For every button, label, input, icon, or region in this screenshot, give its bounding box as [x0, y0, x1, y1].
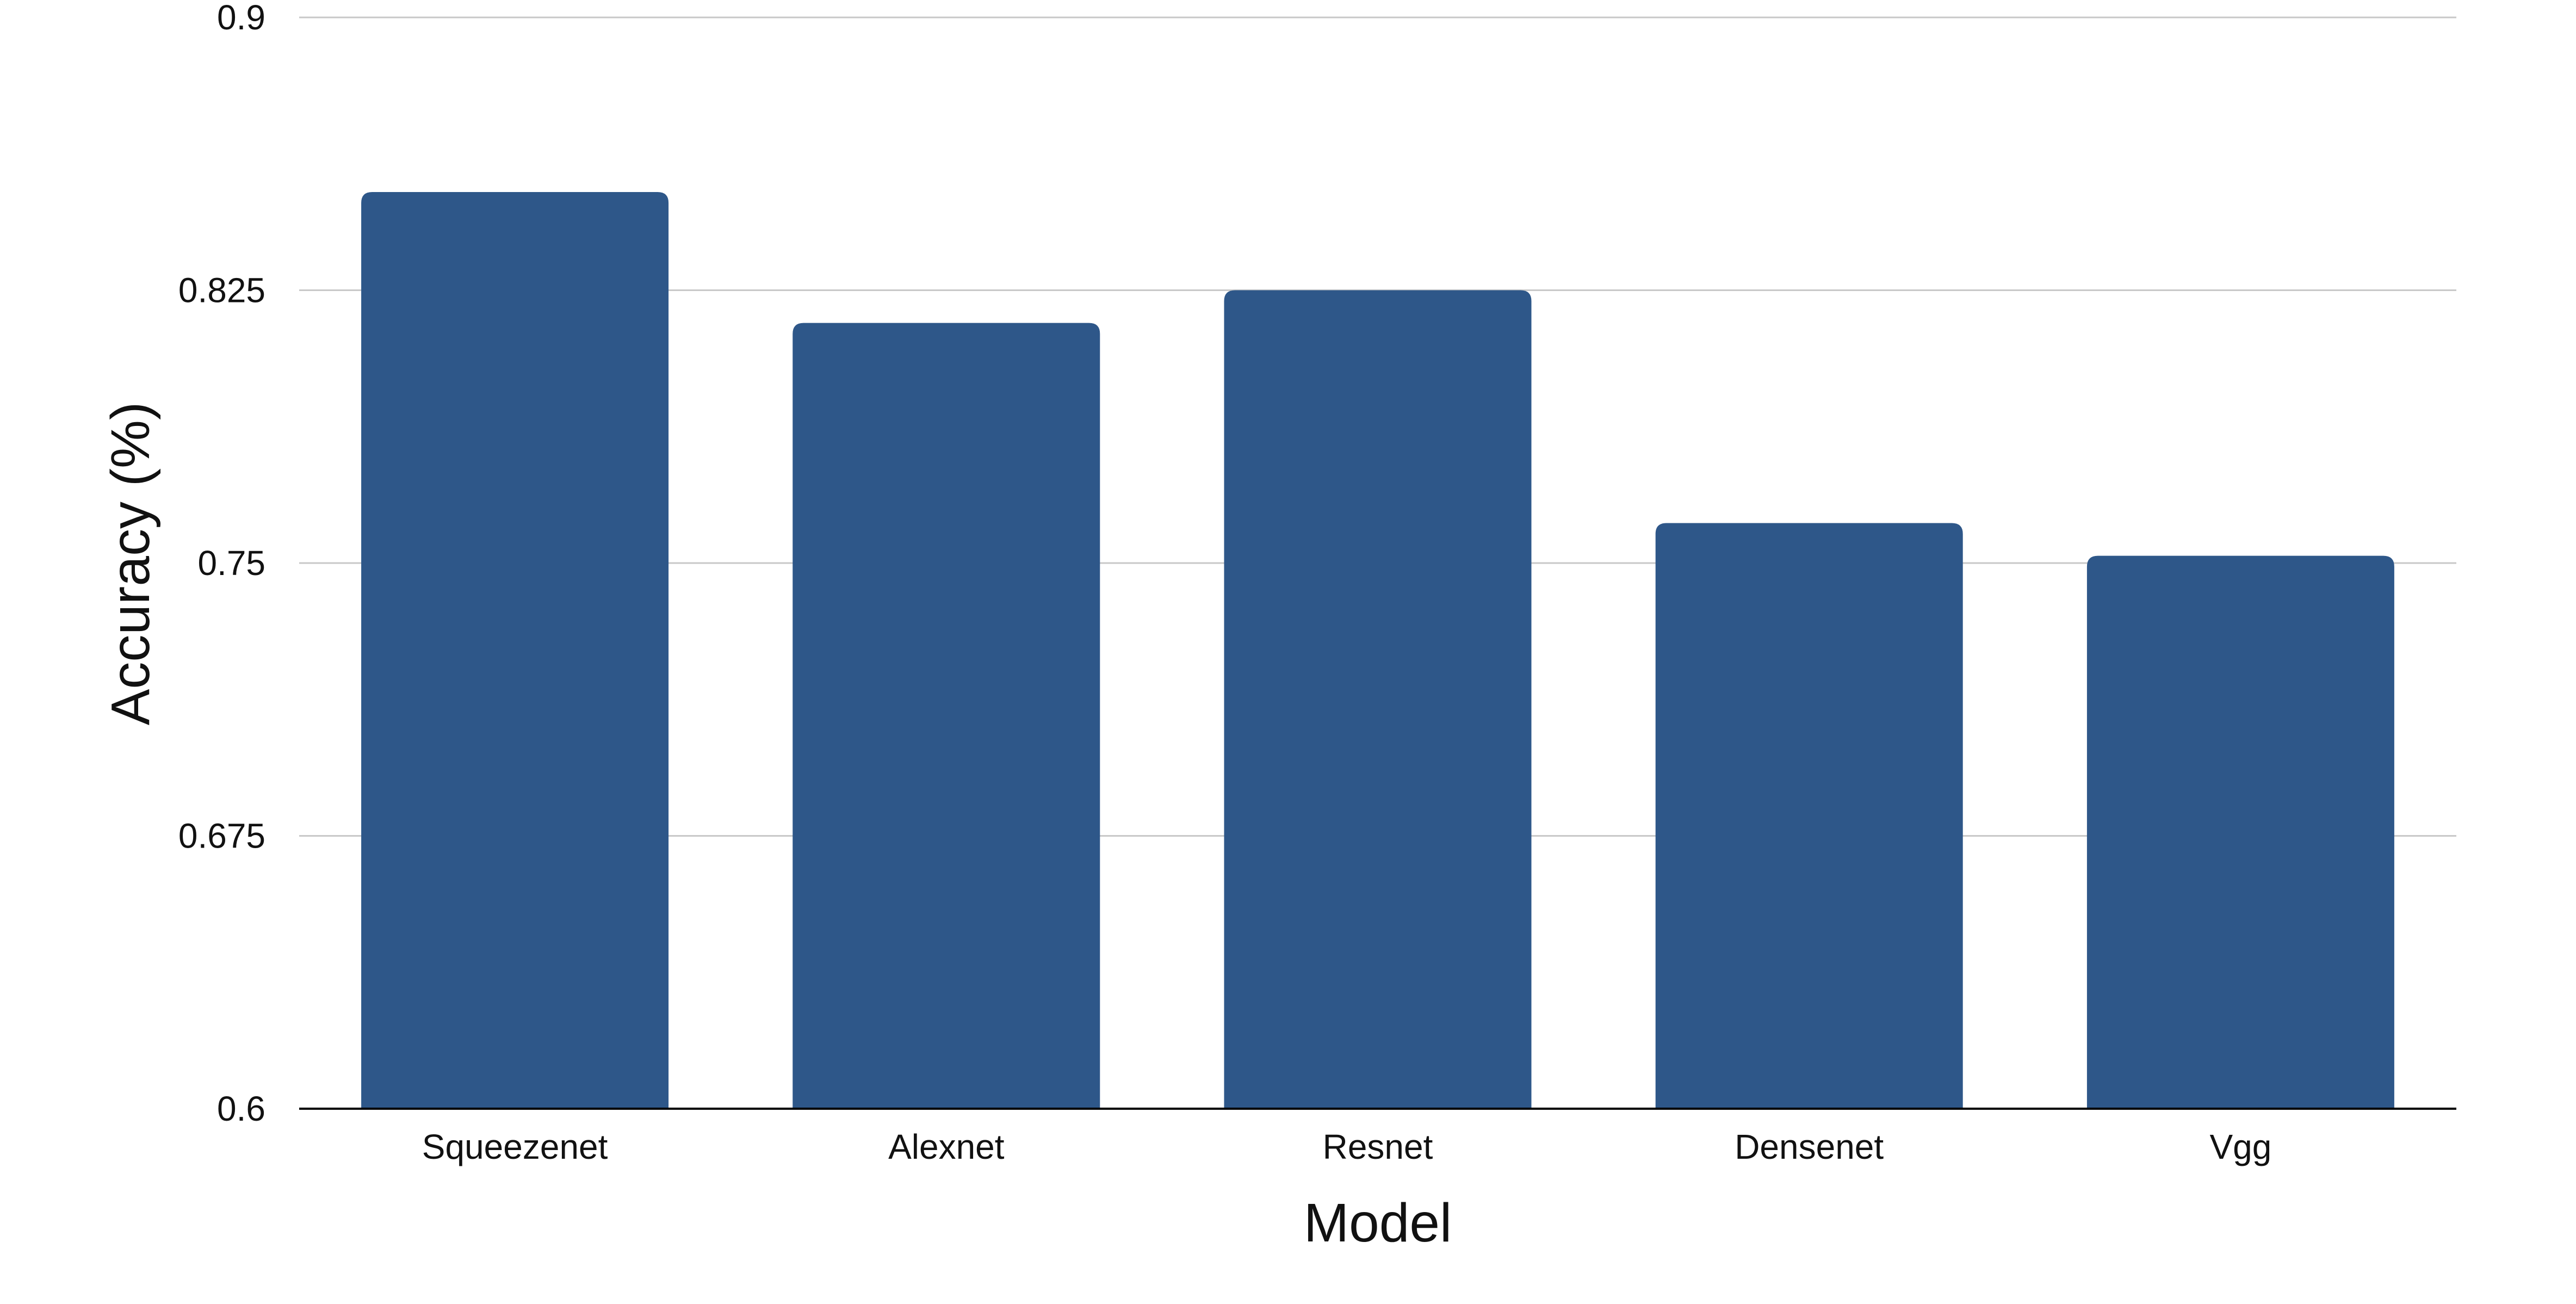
- bar-resnet: [1224, 290, 1532, 1109]
- x-axis-ticks: Squeezenet Alexnet Resnet Densenet Vgg: [422, 1127, 2272, 1166]
- y-tick-label: 0.6: [217, 1089, 265, 1128]
- y-axis-ticks: 0.6 0.675 0.75 0.825 0.9: [178, 0, 265, 1128]
- bar-vgg: [2086, 555, 2394, 1109]
- x-tick-label: Alexnet: [888, 1127, 1005, 1166]
- y-tick-label: 0.675: [178, 817, 265, 856]
- x-tick-label: Vgg: [2209, 1127, 2271, 1166]
- y-tick-label: 0.9: [217, 0, 265, 37]
- y-tick-label: 0.825: [178, 271, 265, 310]
- bar-densenet: [1655, 523, 1963, 1109]
- bars: [361, 191, 2394, 1109]
- bar-alexnet: [792, 323, 1100, 1109]
- x-axis-title: Model: [1304, 1192, 1452, 1253]
- y-tick-label: 0.75: [197, 543, 265, 583]
- x-tick-label: Squeezenet: [422, 1127, 608, 1166]
- x-tick-label: Resnet: [1323, 1127, 1433, 1166]
- bar-squeezenet: [361, 191, 669, 1109]
- y-axis-title: Accuracy (%): [100, 402, 161, 726]
- x-tick-label: Densenet: [1735, 1127, 1884, 1166]
